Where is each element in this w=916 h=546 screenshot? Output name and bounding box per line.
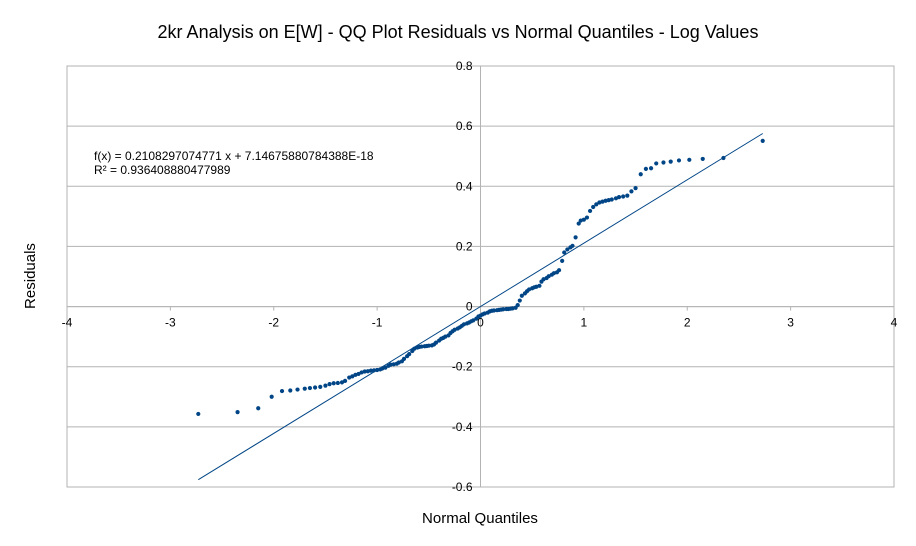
x-axis-label: Normal Quantiles bbox=[422, 510, 538, 527]
data-points bbox=[196, 138, 765, 417]
data-point bbox=[562, 250, 567, 255]
y-tick-label: 0 bbox=[466, 300, 473, 314]
data-point bbox=[388, 362, 393, 367]
y-tick-label: -0.6 bbox=[452, 480, 473, 494]
data-point bbox=[570, 243, 575, 248]
data-point bbox=[633, 185, 638, 191]
x-tick-label: 4 bbox=[891, 316, 898, 330]
data-point bbox=[546, 274, 551, 279]
data-point bbox=[515, 302, 520, 308]
y-tick-label: 0.2 bbox=[456, 239, 473, 253]
data-point bbox=[556, 268, 562, 273]
x-tick-label: 2 bbox=[684, 316, 691, 330]
data-point bbox=[519, 293, 524, 298]
trendline-equation: f(x) = 0.2108297074771 x + 7.14675880784… bbox=[94, 149, 374, 163]
data-point bbox=[426, 343, 431, 348]
x-tick-label: -2 bbox=[268, 316, 279, 330]
data-point bbox=[335, 380, 340, 386]
x-tick-label: -4 bbox=[62, 316, 73, 330]
data-point bbox=[356, 371, 361, 377]
data-point bbox=[643, 166, 649, 171]
data-point bbox=[331, 381, 336, 386]
chart-title: 2kr Analysis on E[W] - QQ Plot Residuals… bbox=[158, 22, 759, 42]
data-point bbox=[721, 155, 726, 161]
x-tick-label: 1 bbox=[581, 316, 588, 330]
data-point bbox=[362, 369, 367, 374]
data-point bbox=[327, 382, 332, 387]
data-point bbox=[638, 172, 643, 177]
data-point bbox=[687, 157, 692, 162]
y-tick-label: -0.4 bbox=[452, 420, 473, 434]
y-tick-label: 0.4 bbox=[456, 179, 473, 193]
data-point bbox=[584, 215, 590, 220]
y-tick-labels: -0.6 -0.4 -0.2 0 0.2 0.4 0.6 0.8 bbox=[452, 59, 473, 494]
data-point bbox=[676, 158, 682, 163]
data-point bbox=[668, 159, 673, 164]
data-point bbox=[594, 202, 599, 207]
data-point bbox=[501, 307, 506, 312]
data-point bbox=[700, 156, 705, 162]
x-tick-label: 3 bbox=[787, 316, 794, 330]
data-point bbox=[295, 387, 300, 392]
data-point bbox=[471, 318, 476, 323]
data-point bbox=[318, 384, 323, 389]
data-point bbox=[288, 388, 293, 393]
data-point bbox=[371, 368, 377, 373]
data-point bbox=[654, 161, 659, 166]
data-point bbox=[256, 406, 261, 411]
data-point bbox=[576, 221, 581, 226]
trendline-r-squared: R² = 0.936408880477989 bbox=[94, 163, 231, 177]
x-tick-label: -3 bbox=[165, 316, 176, 330]
trendline bbox=[198, 133, 763, 481]
data-point bbox=[621, 194, 626, 199]
data-point bbox=[760, 138, 765, 143]
data-point bbox=[235, 410, 240, 415]
data-point bbox=[313, 385, 318, 390]
x-tick-label: 0 bbox=[477, 316, 484, 330]
data-point bbox=[537, 283, 542, 288]
axis-lines bbox=[66, 66, 895, 487]
data-point bbox=[581, 217, 586, 222]
data-point bbox=[587, 208, 593, 214]
data-point bbox=[419, 344, 424, 349]
data-point bbox=[196, 411, 201, 417]
y-tick-label: 0.6 bbox=[456, 119, 473, 133]
y-tick-label: -0.2 bbox=[452, 360, 473, 374]
data-point bbox=[661, 160, 666, 165]
data-point bbox=[407, 351, 412, 357]
data-point bbox=[616, 195, 622, 200]
data-point bbox=[302, 386, 307, 391]
data-point bbox=[609, 197, 614, 202]
data-point bbox=[433, 340, 439, 345]
data-point bbox=[323, 383, 328, 388]
data-point bbox=[368, 368, 374, 373]
x-tick-label: -1 bbox=[372, 316, 383, 330]
data-point bbox=[560, 258, 565, 263]
data-point bbox=[342, 378, 348, 383]
data-point bbox=[565, 247, 570, 252]
data-point bbox=[401, 356, 407, 361]
data-point bbox=[573, 235, 578, 240]
data-point bbox=[279, 388, 285, 394]
y-tick-label: 0.8 bbox=[456, 59, 473, 73]
data-point bbox=[350, 374, 355, 379]
data-point bbox=[629, 189, 634, 194]
data-point bbox=[648, 166, 654, 171]
data-point bbox=[339, 380, 345, 385]
data-point bbox=[307, 385, 313, 391]
data-point bbox=[517, 298, 522, 303]
data-point bbox=[491, 308, 497, 313]
data-point bbox=[383, 365, 388, 370]
data-point bbox=[591, 204, 596, 210]
y-axis-label: Residuals bbox=[22, 243, 39, 309]
data-point bbox=[269, 394, 274, 399]
x-tick-labels: -4 -3 -2 -1 0 1 2 3 4 bbox=[62, 316, 898, 330]
data-point bbox=[625, 193, 630, 198]
